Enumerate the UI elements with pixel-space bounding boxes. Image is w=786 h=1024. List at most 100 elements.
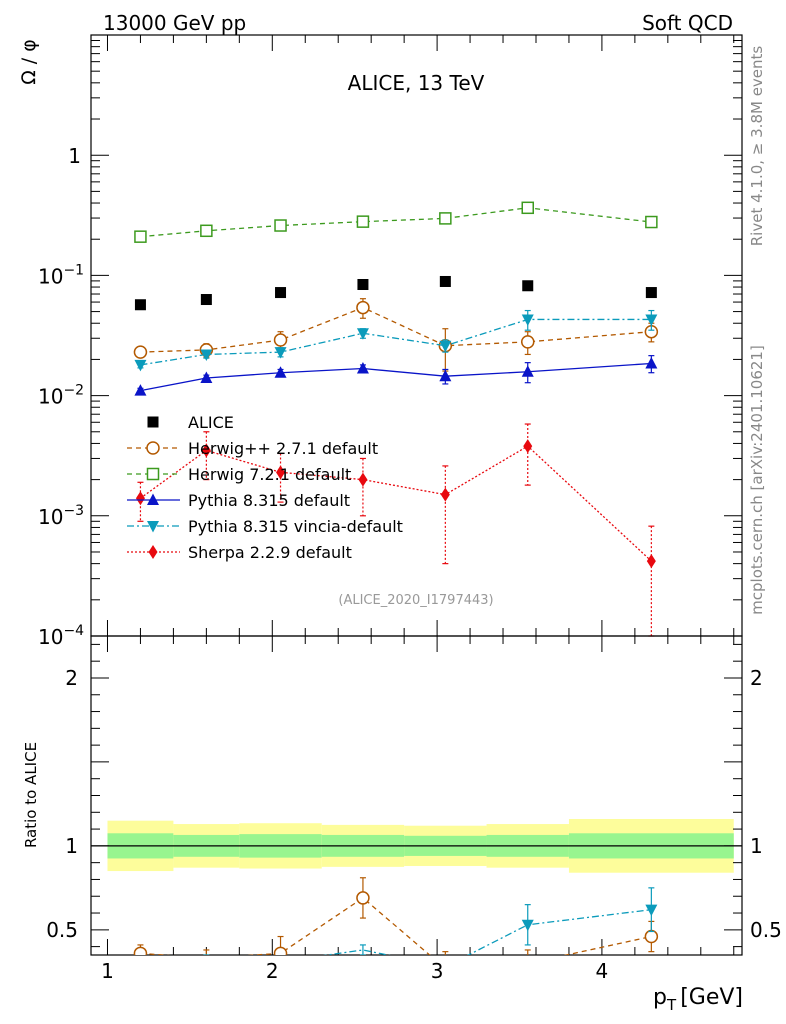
ratio-series-group <box>133 877 659 969</box>
main-series-group <box>133 201 659 637</box>
legend-entry: Pythia 8.315 vincia-default <box>127 517 403 536</box>
data-point <box>521 201 534 215</box>
legend-entry: Sherpa 2.2.9 default <box>127 543 352 562</box>
data-point <box>356 215 370 228</box>
legend: ALICE Herwig++ 2.7.1 default Herwig 7.2.1 … <box>127 413 403 562</box>
legend-label: ALICE <box>188 413 234 432</box>
ratio-series-line <box>140 897 652 955</box>
ratio-series-line <box>323 909 652 955</box>
legend-label: Sherpa 2.2.9 default <box>188 543 352 562</box>
data-point <box>644 929 659 944</box>
data-point <box>275 287 287 299</box>
x-axis: 1 2 3 4 pT [GeV] <box>101 959 743 1014</box>
data-point <box>356 300 370 315</box>
analysis-tag: (ALICE_2020_I1797443) <box>338 593 493 608</box>
data-point <box>357 279 369 291</box>
data-point <box>274 347 287 359</box>
data-point <box>273 946 288 955</box>
data-point <box>522 957 534 969</box>
data-point <box>522 280 534 292</box>
x-tick-label: 1 <box>101 959 114 983</box>
ratio-axis-ticks <box>91 636 742 955</box>
main-y-tick-labels: 1 10−1 10−2 10−3 10−4 <box>38 144 84 649</box>
data-point <box>439 340 452 353</box>
data-point <box>133 946 148 955</box>
data-point <box>146 467 160 481</box>
data-point <box>276 465 286 480</box>
data-point <box>200 224 213 238</box>
ratio-y-axis-label: Ratio to ALICE <box>22 742 40 848</box>
series-sherpa-2-2-9-default <box>135 423 656 637</box>
data-point <box>135 491 145 506</box>
x-tick-label: 3 <box>431 959 444 983</box>
data-point <box>147 416 159 428</box>
data-point <box>645 287 657 299</box>
legend-entry: ALICE <box>147 413 234 432</box>
data-point <box>134 384 147 396</box>
y-tick-label: 10−3 <box>38 503 84 529</box>
x-axis-label: pT [GeV] <box>653 985 743 1014</box>
data-point <box>356 328 369 340</box>
series-line <box>140 318 652 366</box>
data-point <box>646 554 656 569</box>
data-point <box>521 314 534 326</box>
data-point <box>356 891 370 905</box>
data-point <box>645 904 658 917</box>
legend-label: Pythia 8.315 default <box>188 491 350 510</box>
series-pythia-8-315-vincia-default <box>134 309 658 372</box>
data-point <box>274 219 287 232</box>
main-axis-ticks <box>91 35 742 637</box>
data-point <box>645 356 658 369</box>
rivet-version-label: Rivet 4.1.0, ≥ 3.8M events <box>748 46 766 247</box>
ratio-y-tick-label-right: 2 <box>750 666 763 690</box>
series-alice <box>134 275 657 311</box>
y-tick-label: 10−2 <box>38 383 84 409</box>
ratio-y-tick-label-right: 1 <box>750 834 763 858</box>
data-point <box>439 275 451 287</box>
data-point <box>356 362 369 374</box>
ratio-y-tick-labels: 0.5 0.5 1 1 2 2 <box>46 666 782 942</box>
series-line <box>140 306 652 353</box>
x-axis-label-unit: [GeV] <box>680 985 743 1010</box>
data-point <box>521 919 534 932</box>
legend-label: Herwig 7.2.1 default <box>188 465 351 484</box>
ratio-series-pythia-8-315-vincia-default <box>203 887 658 955</box>
legend-entry: Herwig++ 2.7.1 default <box>127 439 378 458</box>
ratio-y-tick-label: 1 <box>65 834 78 858</box>
series-line <box>140 207 652 238</box>
x-axis-label-subscript: T <box>666 996 677 1014</box>
data-point <box>148 545 158 559</box>
x-tick-label: 2 <box>266 959 279 983</box>
y-axis-label: Ω / φ <box>18 39 40 85</box>
header-category-label: Soft QCD <box>642 11 733 35</box>
data-point <box>133 345 148 359</box>
data-point <box>439 212 452 225</box>
mcplots-site-label: mcplots.cern.ch [arXiv:2401.10621] <box>748 345 766 615</box>
ratio-y-tick-label: 2 <box>65 666 78 690</box>
data-point <box>200 294 212 306</box>
legend-entry: Herwig 7.2.1 default <box>127 465 351 484</box>
legend-label: Herwig++ 2.7.1 default <box>188 439 378 458</box>
plot-title: ALICE, 13 TeV <box>348 71 485 95</box>
data-point <box>520 335 535 349</box>
data-point <box>201 443 211 458</box>
y-tick-label: 10−4 <box>38 623 84 649</box>
ratio-y-tick-label-right: 0.5 <box>750 918 782 942</box>
data-point <box>274 366 287 378</box>
x-tick-label: 4 <box>596 959 609 983</box>
ratio-series-herwig-2-7-1-default <box>133 877 659 969</box>
data-point <box>358 472 368 487</box>
data-point <box>440 487 450 502</box>
header-energy-label: 13000 GeV pp <box>103 11 246 35</box>
data-point <box>645 314 658 326</box>
data-point <box>521 365 534 377</box>
data-point <box>147 521 159 533</box>
data-point <box>645 215 658 229</box>
x-axis-label-symbol: p <box>653 985 667 1010</box>
ratio-plot-panel: 0.5 0.5 1 1 2 2 Ratio to ALICE <box>22 635 782 969</box>
data-point <box>273 333 288 347</box>
ratio-plot-frame <box>90 635 743 956</box>
main-plot-panel: 1 10−1 10−2 10−3 10−4 ALICE, 13 TeV (ALICE_2… <box>18 34 743 649</box>
legend-label: Pythia 8.315 vincia-default <box>188 517 403 536</box>
